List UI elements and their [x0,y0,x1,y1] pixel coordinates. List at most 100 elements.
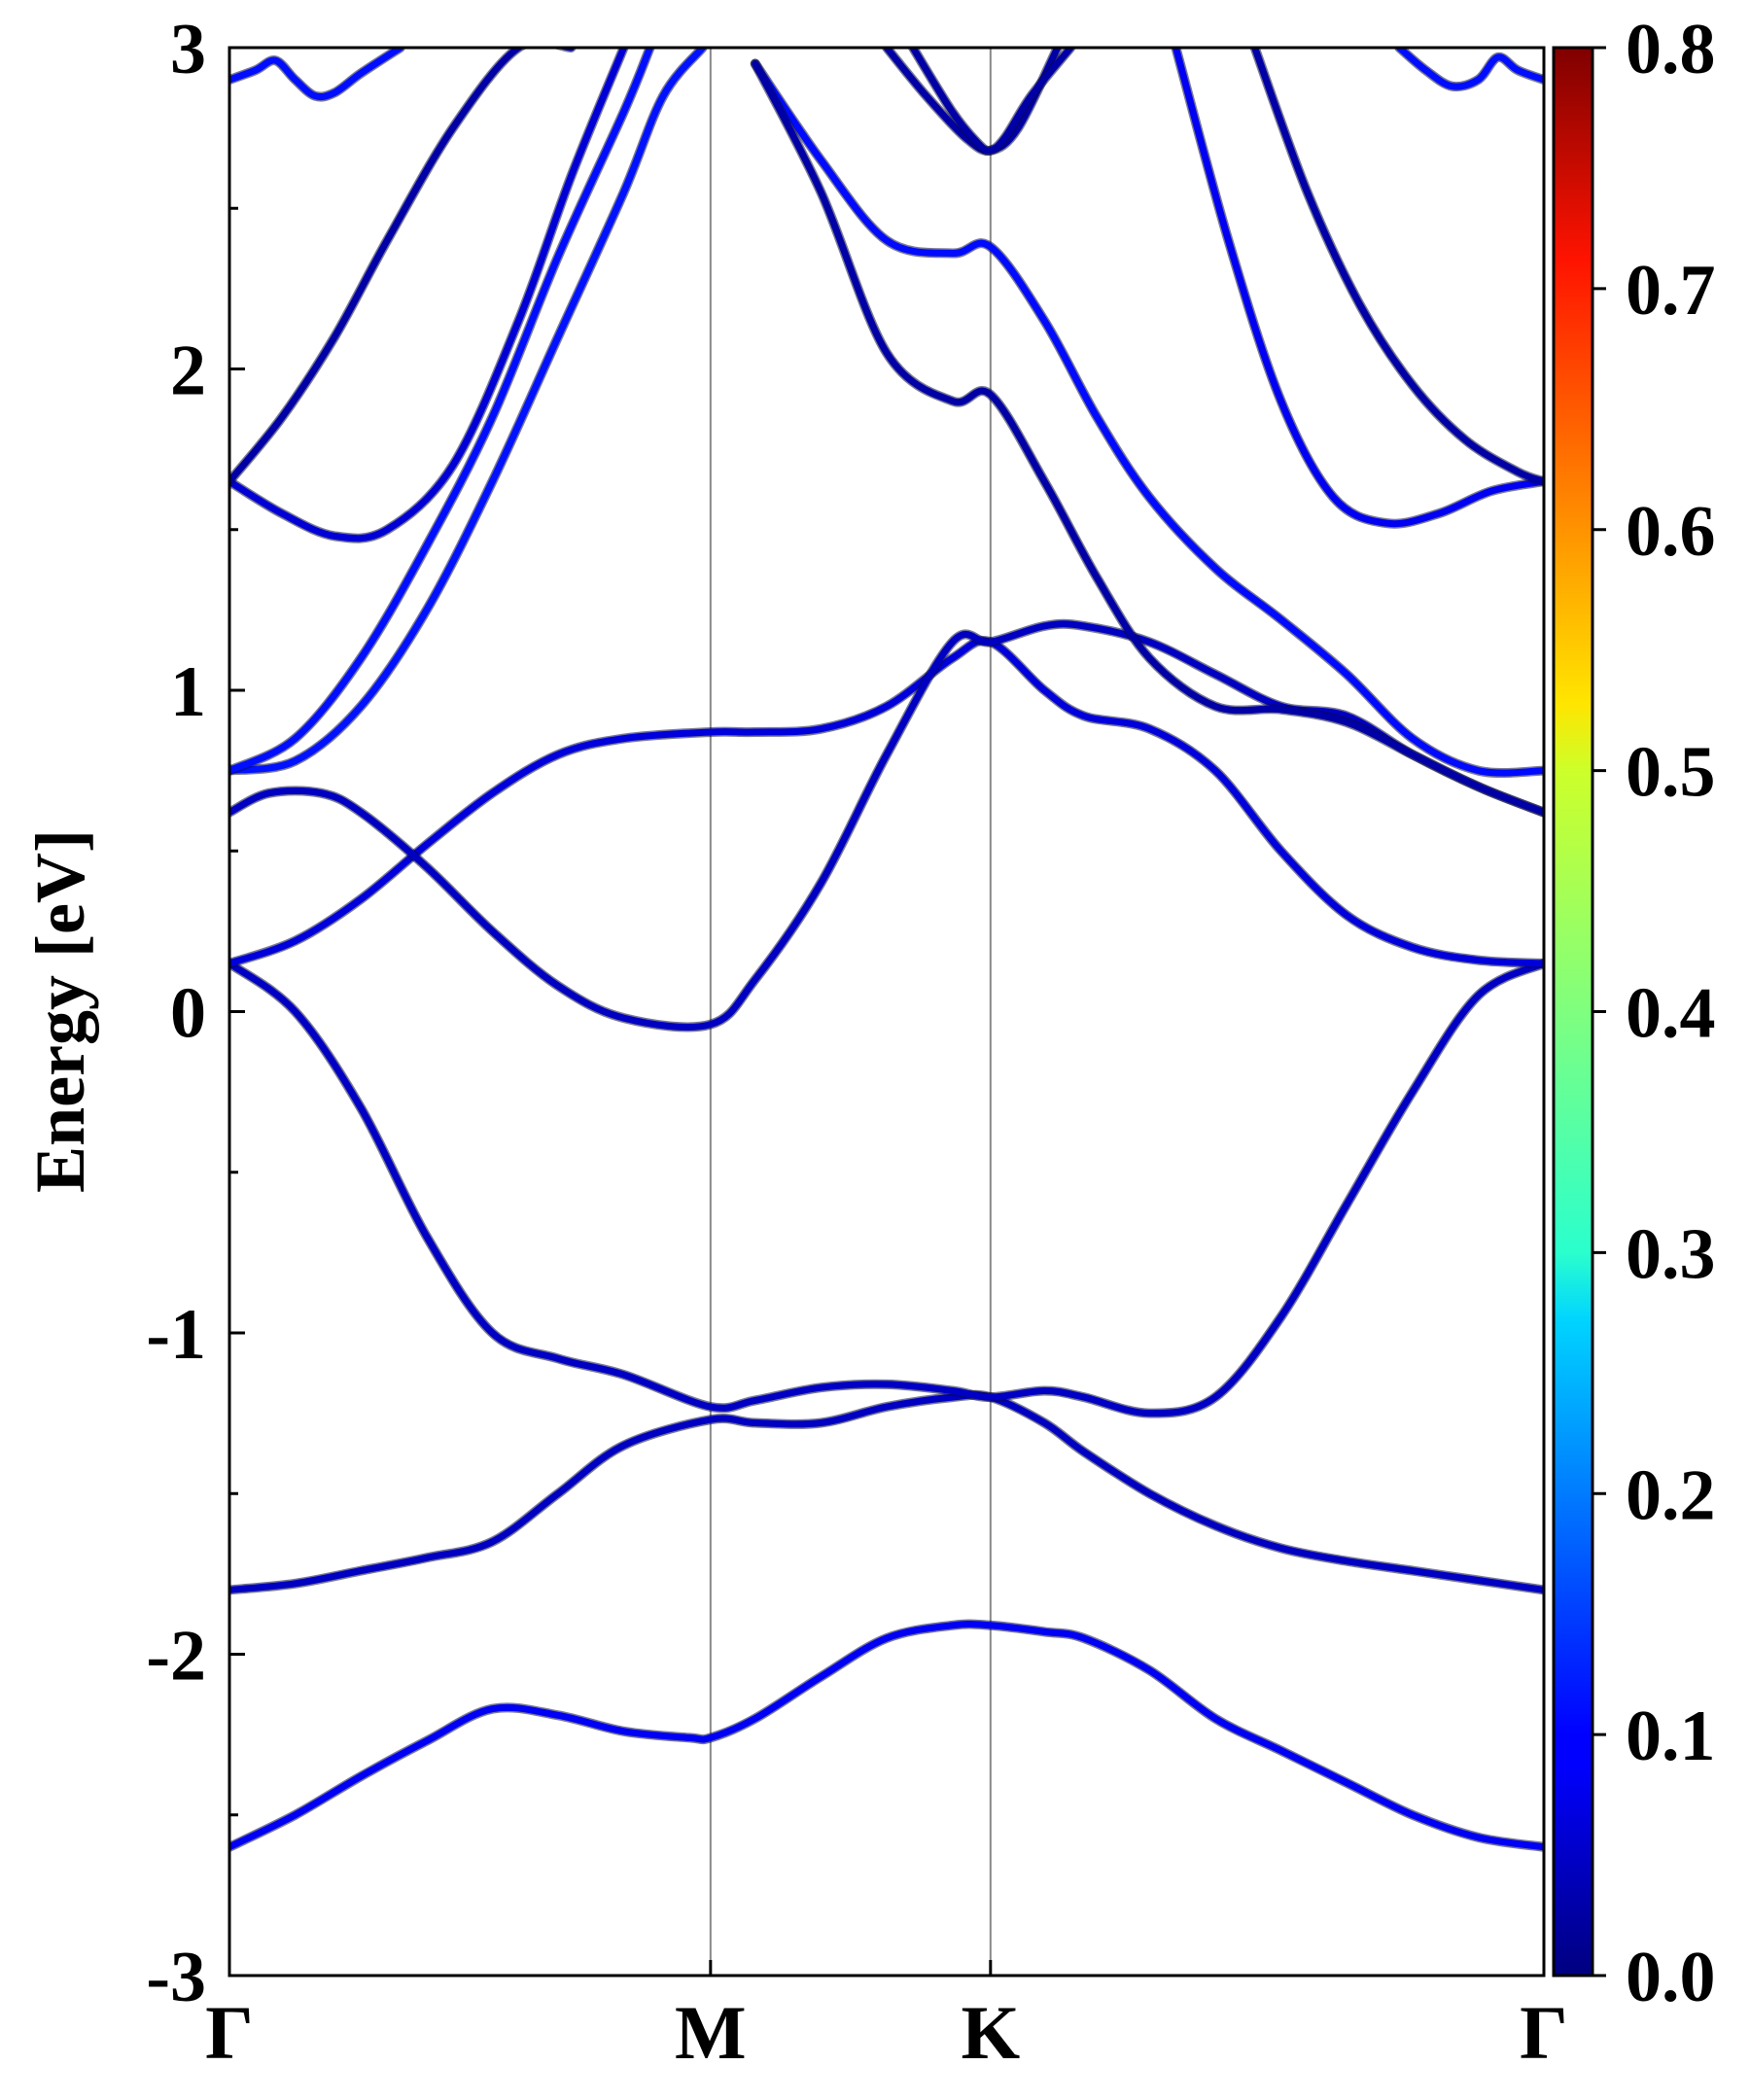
band-segment [663,48,703,96]
band-segment [1517,472,1544,482]
band-segment [361,1558,427,1571]
band-segment [492,930,559,987]
band-9 [229,48,577,487]
band-segment [710,979,755,1025]
band-segment [492,336,559,482]
band-segment [1214,706,1281,710]
band-segment [426,481,493,611]
colorbar-tick-label: 0.3 [1626,1214,1716,1294]
x-tick-label: K [961,1990,1020,2075]
band-segment [952,246,991,254]
band-segment [229,70,257,81]
band-segment [1438,491,1491,514]
band-line [752,60,1544,817]
band-segment [990,642,1045,691]
band-segment [1280,709,1348,723]
band-segment [886,642,953,755]
band-segment [1044,1422,1084,1452]
band-segment [295,1570,362,1584]
band-segment [1333,497,1386,524]
colorbar [1552,46,1594,1978]
band-segment [821,159,888,241]
band-segment [1347,1782,1413,1815]
y-tick-label: 2 [170,332,206,411]
band-segment [229,940,296,963]
band-segment [1497,56,1518,71]
band-outline [229,958,1544,1418]
band-segment [426,1236,493,1334]
band-segment [295,1776,362,1815]
band-segment [295,898,362,941]
band-segment [256,60,276,71]
y-tick-label: -3 [146,1938,206,2017]
band-segment [1359,304,1413,386]
band-segment [334,529,388,537]
band-segment [623,1419,711,1446]
band-segment [1083,716,1150,729]
band-segment [361,812,427,867]
band-segment [1399,48,1426,71]
band-segment [623,48,650,113]
band-segment [1347,1092,1413,1205]
band-segment [314,92,335,96]
band-outline [1249,48,1544,487]
band-segment [557,986,624,1019]
band-segment [990,137,1005,151]
band-segment [1083,1397,1150,1414]
band-line [229,48,575,485]
band-segment [295,657,362,739]
band-17 [1394,48,1544,92]
band-line [229,1621,1544,1851]
band-segment [557,1445,624,1494]
band-segment [1149,642,1216,675]
band-segment [710,1400,755,1408]
band-segment [754,728,822,732]
band-line [229,637,1544,967]
band-segment [623,1731,690,1738]
band-line [229,620,1544,1031]
colorbar-tick-label: 0.7 [1626,251,1716,331]
band-segment [426,1708,493,1741]
band-segment [1083,1452,1150,1494]
band-segment [1044,689,1084,717]
band-segment [1412,385,1465,440]
y-tick-label: 0 [170,974,206,1054]
band-segment [229,1814,296,1847]
band-segment [952,112,979,145]
band-segment [952,394,991,402]
band-line [752,60,1544,777]
band-segment [426,792,493,845]
band-segment [821,1407,888,1423]
band-line [229,48,404,101]
band-segment [990,1390,1045,1398]
band-segment [1097,578,1150,658]
band-segment [557,1358,624,1375]
band-segment [229,792,269,813]
band-segment [886,240,953,254]
band-segment [1031,48,1071,96]
band-lines [229,48,1544,1852]
band-segment [492,1708,559,1716]
band-segment [557,738,624,755]
band-segment [334,240,388,337]
colorbar-tick-label: 0.4 [1626,974,1716,1054]
band-segment [1347,674,1413,739]
colorbar-tick-label: 0.2 [1626,1455,1716,1535]
band-segment [1175,48,1229,241]
band-segment [623,95,664,192]
band-segment [1004,95,1032,138]
band-segment [886,657,953,707]
band-segment [361,1107,427,1237]
band-segment [1347,1560,1413,1571]
band-segment [710,1718,755,1738]
x-tick-label: Γ [205,1990,254,2075]
band-segment [990,394,1045,482]
band-segment [282,513,335,537]
band-segment [361,545,427,658]
band-segment [1412,754,1479,788]
band-segment [1083,1637,1150,1671]
band-line [1395,48,1544,90]
band-segment [1412,947,1479,961]
band-4 [229,636,1544,968]
